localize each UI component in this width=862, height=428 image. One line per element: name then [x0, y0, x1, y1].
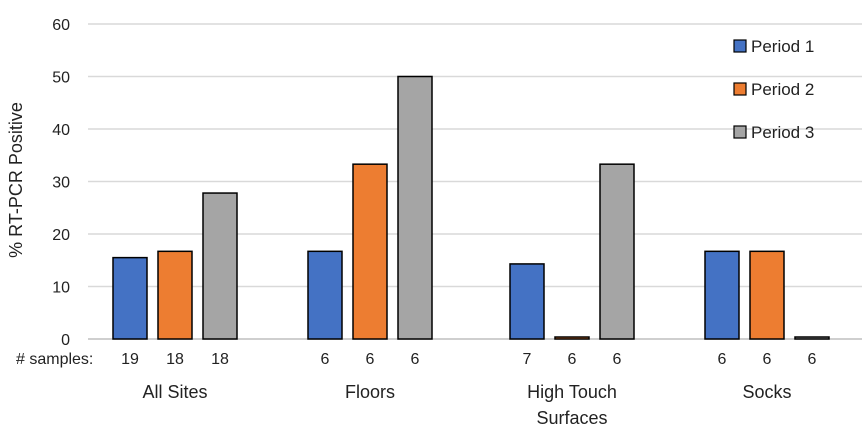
sample-count: 6 — [763, 351, 772, 368]
category-label-line: Floors — [345, 382, 395, 402]
sample-count: 6 — [808, 351, 817, 368]
bar — [352, 163, 388, 340]
bar — [599, 163, 635, 340]
category-label: Floors — [345, 382, 395, 402]
y-tick-label: 40 — [52, 122, 70, 139]
legend-swatch — [733, 125, 747, 139]
sample-count: 18 — [166, 351, 184, 368]
bar — [509, 263, 545, 340]
bar — [112, 256, 148, 340]
y-tick-label: 50 — [52, 70, 70, 87]
sample-count: 6 — [718, 351, 727, 368]
category-labels: All Sites Floors High Touch Surfaces Socks — [142, 382, 791, 428]
bar — [554, 336, 590, 340]
bars — [112, 75, 830, 340]
y-tick-label: 60 — [52, 17, 70, 34]
sample-count: 6 — [321, 351, 330, 368]
bar — [704, 250, 740, 340]
bar — [157, 250, 193, 340]
sample-count: 7 — [523, 351, 532, 368]
sample-count: 19 — [121, 351, 139, 368]
y-tick-label: 30 — [52, 175, 70, 192]
bar — [397, 75, 433, 340]
y-axis-ticks: 0 10 20 30 40 50 60 — [52, 17, 70, 349]
category-label-line: All Sites — [142, 382, 207, 402]
bar — [202, 192, 238, 340]
legend-swatch — [733, 39, 747, 53]
category-label: High Touch Surfaces — [527, 382, 617, 428]
legend: Period 1 Period 2 Period 3 — [733, 37, 814, 142]
bar — [749, 250, 785, 340]
sample-count: 6 — [613, 351, 622, 368]
samples-label: # samples: — [16, 351, 93, 368]
sample-counts: # samples: 19 18 18 6 6 6 7 6 6 6 6 6 — [16, 351, 817, 368]
legend-label: Period 1 — [751, 37, 814, 56]
sample-count: 6 — [411, 351, 420, 368]
legend-label: Period 3 — [751, 123, 814, 142]
y-axis-label: % RT-PCR Positive — [6, 102, 26, 258]
y-tick-label: 0 — [61, 332, 70, 349]
y-tick-label: 10 — [52, 280, 70, 297]
legend-label: Period 2 — [751, 80, 814, 99]
sample-count: 18 — [211, 351, 229, 368]
legend-swatch — [733, 82, 747, 96]
category-label-line: High Touch — [527, 382, 617, 402]
category-label-line: Socks — [742, 382, 791, 402]
category-label-line: Surfaces — [536, 408, 607, 428]
category-label: Socks — [742, 382, 791, 402]
sample-count: 6 — [366, 351, 375, 368]
y-tick-label: 20 — [52, 227, 70, 244]
bar — [307, 250, 343, 340]
sample-count: 6 — [568, 351, 577, 368]
category-label: All Sites — [142, 382, 207, 402]
bar — [794, 336, 830, 340]
